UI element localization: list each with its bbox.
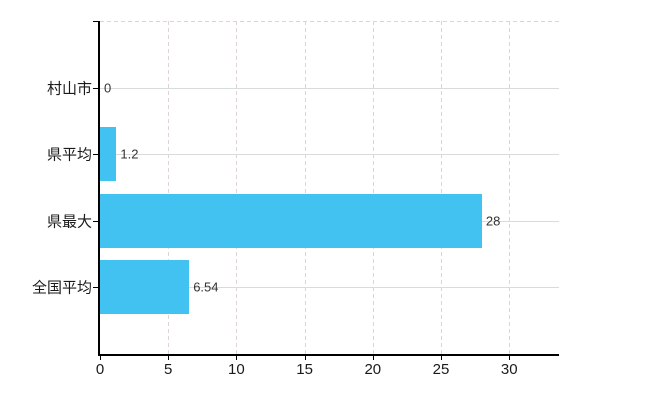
category-label: 県平均 [46, 146, 92, 164]
x-tick-label: 20 [364, 361, 382, 378]
x-tick-label: 15 [296, 361, 313, 378]
value-label: 1.2 [120, 146, 139, 162]
bar-4 [100, 260, 190, 315]
vertical-gridline [168, 21, 170, 354]
vertical-gridline [236, 21, 238, 354]
category-label: 県最大 [46, 213, 92, 231]
y-axis-tick [93, 154, 99, 156]
x-axis-tick [509, 355, 511, 360]
plot-area: 0 1.2 28 6.54 [98, 21, 559, 356]
x-axis-tick [236, 355, 238, 360]
value-label: 6.54 [193, 279, 219, 295]
x-axis-tick [304, 355, 306, 360]
bar-3 [100, 193, 482, 248]
y-axis-tick [93, 87, 99, 89]
x-tick-label: 0 [95, 361, 105, 378]
value-label: 0 [104, 80, 112, 96]
x-axis-tick [100, 355, 101, 360]
category-label: 村山市 [46, 80, 92, 98]
category-label: 全国平均 [31, 279, 92, 297]
horizontal-gridline [100, 287, 559, 289]
y-axis-top-tick [93, 21, 99, 22]
x-axis-tick [372, 355, 374, 360]
value-label: 28 [485, 213, 501, 229]
vertical-gridline [509, 21, 511, 354]
horizontal-gridline [100, 154, 559, 156]
vertical-gridline [441, 21, 442, 354]
y-axis-tick [93, 287, 99, 289]
vertical-gridline [372, 21, 374, 354]
vertical-gridline [304, 21, 306, 354]
x-tick-label: 5 [164, 361, 173, 378]
x-tick-label: 30 [500, 361, 518, 378]
x-tick-label: 10 [228, 361, 245, 378]
horizontal-gridline [100, 87, 559, 89]
plot-top-border [100, 21, 559, 22]
x-tick-label: 25 [432, 361, 450, 378]
y-axis-tick [93, 220, 99, 222]
x-axis-tick [168, 355, 170, 360]
bar-2 [100, 127, 117, 182]
x-axis-tick [441, 355, 442, 360]
